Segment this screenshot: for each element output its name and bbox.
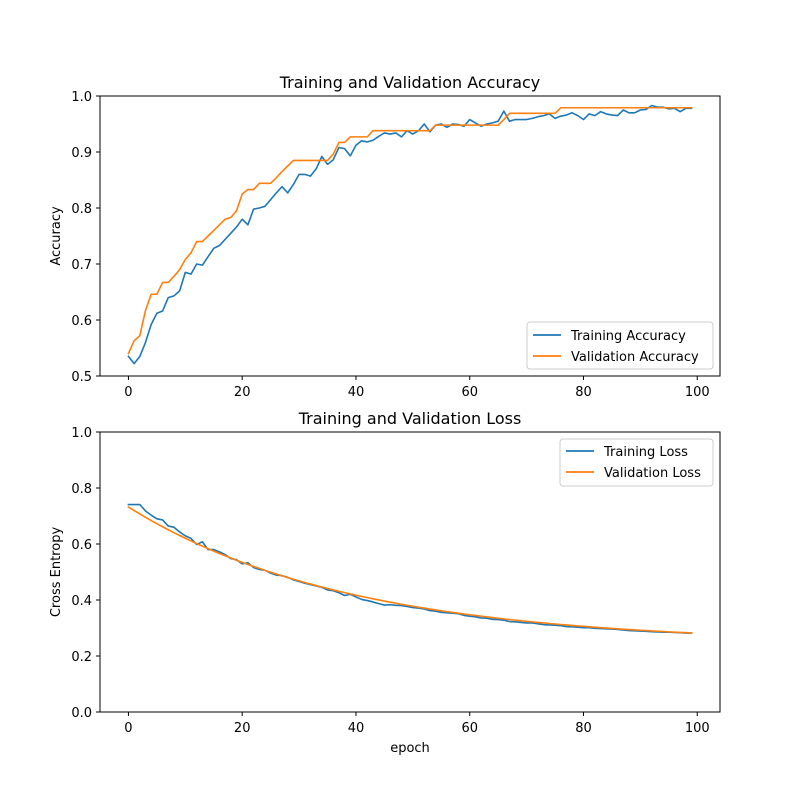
accuracy-y-tick-label: 0.5 — [71, 370, 92, 385]
accuracy-legend-box — [526, 321, 714, 370]
accuracy-x-tick-label: 60 — [461, 385, 478, 400]
loss-y-tick-label: 1.0 — [71, 426, 92, 441]
accuracy-x-tick-label: 0 — [124, 385, 132, 400]
accuracy-legend-label-validation: Validation Accuracy — [571, 350, 699, 365]
accuracy-y-tick-label: 0.8 — [71, 202, 92, 217]
training-loss-line — [127, 503, 693, 634]
loss-legend: Training Loss Validation Loss — [559, 438, 714, 487]
accuracy-y-ticks: 0.5 0.6 0.7 0.8 0.9 1.0 — [71, 90, 100, 385]
accuracy-x-tick-label: 100 — [685, 385, 710, 400]
accuracy-y-tick-label: 0.6 — [71, 314, 92, 329]
accuracy-chart-title: Training and Validation Accuracy — [279, 73, 541, 92]
accuracy-x-tick-label: 40 — [348, 385, 365, 400]
loss-chart: Training and Validation Loss 0 20 40 60 80 10… — [49, 409, 721, 756]
accuracy-plot-frame — [99, 95, 721, 377]
accuracy-x-tick-label: 80 — [575, 385, 592, 400]
loss-legend-box — [559, 438, 714, 487]
loss-chart-title: Training and Validation Loss — [298, 409, 522, 428]
accuracy-y-axis-label: Accuracy — [49, 206, 64, 266]
loss-y-tick-label: 0.4 — [71, 594, 92, 609]
loss-y-ticks: 0.0 0.2 0.4 0.6 0.8 1.0 — [71, 426, 100, 721]
loss-y-axis-label: Cross Entropy — [49, 527, 64, 618]
accuracy-y-tick-label: 0.9 — [71, 146, 92, 161]
validation-accuracy-line — [127, 106, 693, 355]
accuracy-legend-label-training: Training Accuracy — [570, 329, 686, 344]
accuracy-legend: Training Accuracy Validation Accuracy — [526, 321, 714, 370]
accuracy-y-tick-label: 1.0 — [71, 90, 92, 105]
validation-loss-line — [127, 505, 693, 634]
loss-x-tick-label: 80 — [575, 721, 592, 736]
accuracy-chart: Training and Validation Accuracy 0 20 40 60… — [49, 73, 721, 400]
loss-x-tick-label: 0 — [124, 721, 132, 736]
accuracy-plot-lines — [127, 104, 693, 365]
loss-y-tick-label: 0.2 — [71, 650, 92, 665]
loss-y-tick-label: 0.8 — [71, 482, 92, 497]
accuracy-x-ticks: 0 20 40 60 80 100 — [124, 376, 710, 400]
training-accuracy-line — [127, 104, 693, 365]
loss-x-tick-label: 20 — [234, 721, 251, 736]
accuracy-x-tick-label: 20 — [234, 385, 251, 400]
accuracy-y-tick-label: 0.7 — [71, 258, 92, 273]
loss-x-axis-label: epoch — [390, 741, 430, 756]
loss-plot-frame — [99, 431, 721, 713]
loss-y-tick-label: 0.0 — [71, 706, 92, 721]
loss-x-tick-label: 40 — [348, 721, 365, 736]
loss-plot-lines — [127, 503, 693, 634]
loss-x-ticks: 0 20 40 60 80 100 — [124, 712, 710, 736]
loss-x-tick-label: 60 — [461, 721, 478, 736]
loss-y-tick-label: 0.6 — [71, 538, 92, 553]
loss-x-tick-label: 100 — [685, 721, 710, 736]
loss-legend-label-training: Training Loss — [603, 445, 688, 460]
loss-legend-label-validation: Validation Loss — [604, 466, 701, 481]
